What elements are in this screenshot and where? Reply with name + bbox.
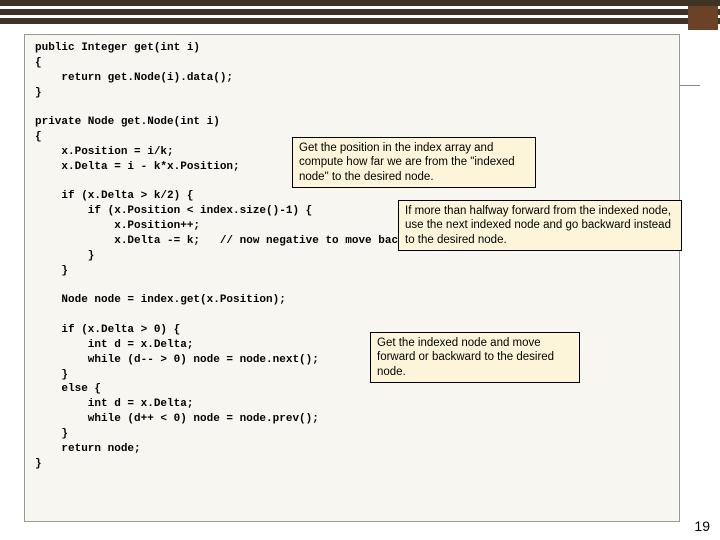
code-line: x.Position = i/k;	[35, 146, 174, 158]
code-line: public Integer get(int i)	[35, 42, 200, 54]
code-line: if (x.Position < index.size()-1) {	[35, 205, 312, 217]
code-line: }	[35, 458, 42, 470]
slide-number: 19	[694, 518, 710, 534]
code-line: private Node get.Node(int i)	[35, 116, 220, 128]
header-bars	[0, 0, 720, 27]
code-block: public Integer get(int i) { return get.N…	[24, 34, 680, 522]
code-line: x.Delta = i - k*x.Position;	[35, 161, 240, 173]
code-line: {	[35, 57, 42, 69]
annotation-position: Get the position in the index array and …	[292, 137, 536, 188]
code-line: while (d-- > 0) node = node.next();	[35, 354, 319, 366]
code-line: else {	[35, 383, 101, 395]
code-line: if (x.Delta > 0) {	[35, 324, 180, 336]
code-line: }	[35, 265, 68, 277]
annotation-halfway: If more than halfway forward from the in…	[398, 200, 682, 251]
code-line: }	[35, 250, 94, 262]
code-line: }	[35, 369, 68, 381]
slide: public Integer get(int i) { return get.N…	[0, 0, 720, 540]
code-line: return get.Node(i).data();	[35, 72, 233, 84]
code-line: Node node = index.get(x.Position);	[35, 294, 286, 306]
header-bar-1	[0, 0, 720, 6]
code-line: return node;	[35, 443, 141, 455]
code-line: int d = x.Delta;	[35, 339, 193, 351]
header-bar-2	[0, 9, 720, 15]
header-bar-3	[0, 18, 720, 24]
corner-block	[688, 6, 718, 30]
annotation-getnode: Get the indexed node and move forward or…	[370, 332, 580, 383]
code-line: if (x.Delta > k/2) {	[35, 190, 193, 202]
code-line: while (d++ < 0) node = node.prev();	[35, 413, 319, 425]
code-line: }	[35, 87, 42, 99]
code-line: {	[35, 131, 42, 143]
code-line: x.Position++;	[35, 220, 200, 232]
code-line: int d = x.Delta;	[35, 398, 193, 410]
code-line: }	[35, 428, 68, 440]
code-line: x.Delta -= k; // now negative to move ba…	[35, 235, 431, 247]
